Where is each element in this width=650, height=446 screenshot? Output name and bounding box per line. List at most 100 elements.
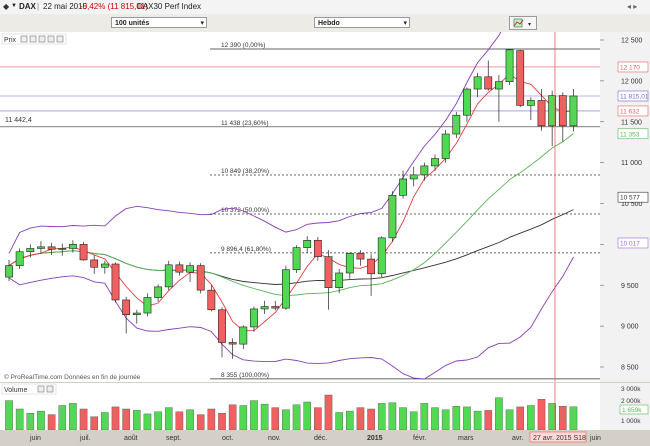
y-axis-marker-label: 10 577 bbox=[620, 195, 640, 202]
period-dropdown[interactable]: Hebdo ▾ bbox=[314, 17, 410, 28]
volume-bar bbox=[58, 405, 67, 431]
candle bbox=[37, 246, 45, 249]
candle bbox=[526, 100, 535, 106]
candle bbox=[452, 114, 461, 135]
volume-scale-mid: 2 000k bbox=[621, 398, 641, 405]
ma-medium bbox=[8, 133, 574, 297]
candle bbox=[324, 256, 333, 289]
chart-type-button[interactable]: ▾ bbox=[509, 16, 537, 30]
panel-tool-icon[interactable] bbox=[47, 35, 55, 43]
candle bbox=[175, 264, 184, 273]
candle bbox=[281, 269, 290, 309]
volume-bar bbox=[271, 407, 280, 431]
volume-bar bbox=[79, 408, 88, 431]
y-tick-label: 10 500 bbox=[621, 201, 643, 208]
x-axis-label: mars bbox=[458, 435, 474, 442]
volume-bar bbox=[473, 410, 482, 431]
candle bbox=[516, 50, 525, 106]
candle bbox=[505, 49, 514, 82]
panel-tool-icon[interactable] bbox=[20, 35, 28, 43]
candle bbox=[143, 297, 152, 314]
price-chart[interactable]: 12 390 (0,00%) 11 438 (23,60%) 10 849 (38,… bbox=[0, 2, 650, 382]
x-axis-label: sept. bbox=[166, 435, 181, 442]
panel-tool-icon[interactable] bbox=[46, 385, 54, 393]
close-icon[interactable] bbox=[38, 35, 46, 43]
volume-bar bbox=[15, 408, 24, 431]
chevron-down-icon: ▾ bbox=[403, 20, 407, 27]
fibonacci-label: 10 372 (50,00%) bbox=[221, 207, 269, 214]
price-chart-canvas[interactable]: 12 390 (0,00%) 11 438 (23,60%) 10 849 (38,… bbox=[0, 2, 650, 382]
y-tick-label: 11 000 bbox=[621, 160, 642, 167]
volume-bar bbox=[260, 403, 269, 431]
y-tick-label: 9 500 bbox=[621, 283, 639, 290]
y-axis-marker-label: 11 815,01 bbox=[620, 93, 649, 100]
chevron-down-icon: ▾ bbox=[200, 20, 204, 27]
candle bbox=[537, 100, 546, 127]
x-axis-label: juin bbox=[29, 435, 41, 442]
y-axis-marker bbox=[617, 90, 649, 102]
volume-bar bbox=[409, 411, 418, 431]
volume-bar bbox=[463, 406, 471, 431]
candle bbox=[15, 251, 24, 266]
candle bbox=[26, 248, 35, 253]
volume-bar bbox=[495, 397, 503, 431]
volume-scale-top: 3 000k bbox=[621, 386, 641, 393]
panel-tool-icon[interactable] bbox=[29, 35, 37, 43]
candle bbox=[154, 286, 162, 298]
volume-bar bbox=[207, 408, 216, 431]
panel-tool-icon[interactable] bbox=[56, 35, 64, 43]
volume-scale-low: 1 000k bbox=[621, 418, 641, 425]
y-axis-marker-label: 10 017 bbox=[620, 240, 640, 247]
candle bbox=[420, 165, 429, 176]
candle bbox=[47, 246, 56, 250]
x-axis-label: déc. bbox=[314, 435, 327, 442]
volume-bar bbox=[335, 412, 343, 431]
units-dropdown[interactable]: 100 unités ▾ bbox=[111, 17, 207, 28]
panel-tools[interactable] bbox=[20, 35, 64, 43]
candle bbox=[377, 237, 386, 275]
dropdown-icon[interactable]: ▼ bbox=[11, 3, 17, 9]
y-axis-marker-label: 11 353 bbox=[620, 131, 640, 138]
volume-bar bbox=[559, 406, 567, 431]
candle bbox=[292, 247, 301, 271]
candle bbox=[367, 258, 375, 275]
x-axis-label: nov. bbox=[268, 435, 281, 442]
symbol-label[interactable]: DAX bbox=[19, 2, 36, 11]
close-icon[interactable] bbox=[37, 385, 45, 393]
volume-bar bbox=[356, 407, 365, 431]
volume-chart[interactable]: Volume 3 000k 2 000k 1 659k 1 000k bbox=[0, 383, 650, 431]
candle bbox=[207, 289, 216, 311]
volume-chart-canvas[interactable]: Volume 3 000k 2 000k 1 659k 1 000k bbox=[0, 383, 650, 431]
candle bbox=[303, 239, 312, 248]
volume-bar bbox=[228, 404, 237, 431]
candle bbox=[239, 326, 248, 345]
y-axis-marker bbox=[617, 237, 649, 249]
volume-bar bbox=[154, 411, 162, 431]
candle bbox=[473, 76, 482, 90]
volume-bar bbox=[537, 399, 546, 431]
y-axis-marker bbox=[617, 128, 649, 140]
y-tick-label: 9 000 bbox=[621, 324, 639, 331]
cursor-date-label: 27 avr. 2015 S18 bbox=[533, 435, 586, 442]
volume-bar bbox=[292, 404, 301, 431]
volume-bar bbox=[367, 408, 375, 431]
candle bbox=[164, 264, 173, 288]
x-axis-label: oct. bbox=[222, 435, 233, 442]
volume-bar bbox=[377, 403, 386, 431]
candle bbox=[399, 178, 407, 196]
window-controls[interactable]: ◂ ▸ bbox=[627, 2, 638, 11]
candle bbox=[431, 158, 439, 167]
volume-bar bbox=[164, 407, 173, 431]
volume-bar bbox=[505, 409, 514, 431]
candle bbox=[69, 244, 77, 249]
x-axis-label: avr. bbox=[512, 435, 523, 442]
y-axis-marker bbox=[617, 105, 649, 117]
y-tick-label: 8 500 bbox=[621, 365, 639, 372]
volume-bar bbox=[484, 410, 493, 431]
candle bbox=[186, 265, 194, 273]
fibonacci-label: 9 896,4 (61,80%) bbox=[221, 246, 271, 253]
x-axis-label: juil. bbox=[79, 435, 91, 442]
candle bbox=[271, 306, 280, 309]
time-axis-canvas: juin juil. août sept. oct. nov. déc. 2015 févr. m… bbox=[0, 430, 650, 444]
fibonacci-label: 10 849 (38,20%) bbox=[221, 168, 269, 175]
